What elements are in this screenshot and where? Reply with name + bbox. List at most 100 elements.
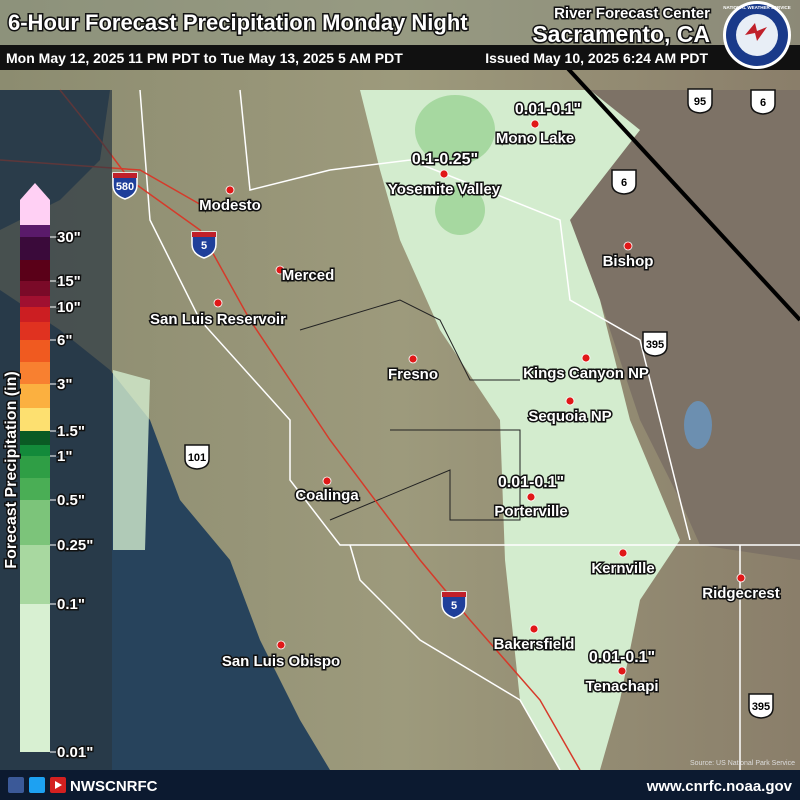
precip-label: 0.1-0.25" xyxy=(412,151,478,168)
center-line1: River Forecast Center xyxy=(554,5,710,22)
legend-title: Forecast Precipitation (in) xyxy=(3,371,20,568)
social-handle[interactable]: NWSCNRFC xyxy=(70,778,158,795)
precip-label: 0.01-0.1" xyxy=(498,474,564,491)
website[interactable]: www.cnrfc.noaa.gov xyxy=(646,778,793,795)
city-dot xyxy=(618,548,628,558)
city-dot xyxy=(276,640,286,650)
legend-swatch xyxy=(20,340,50,362)
county-lines xyxy=(299,299,521,521)
state-border xyxy=(558,58,800,322)
legend-swatch xyxy=(20,445,50,456)
interstate-shield xyxy=(441,591,467,619)
city-label: Yosemite Valley xyxy=(388,181,501,198)
highway-number: 580 xyxy=(116,181,134,193)
city-label: San Luis Reservoir xyxy=(150,311,286,328)
precip-area xyxy=(113,370,150,550)
legend-swatch xyxy=(20,431,50,445)
highway-number: 395 xyxy=(752,701,770,713)
legend-label: 0.1" xyxy=(57,596,85,613)
interstate-shield xyxy=(191,231,217,259)
legend-swatch xyxy=(20,604,50,752)
legend-swatch xyxy=(20,225,50,237)
center-line2: Sacramento, CA xyxy=(532,21,710,47)
issued: Issued May 10, 2025 6:24 AM PDT xyxy=(485,50,708,66)
city-label: Bishop xyxy=(603,253,654,270)
legend-label: 6" xyxy=(57,332,72,349)
us-shield xyxy=(642,331,668,357)
borders xyxy=(139,89,800,771)
legend-arrow xyxy=(20,183,50,225)
city-label: Modesto xyxy=(199,197,261,214)
legend-swatch xyxy=(20,307,50,322)
city-dot xyxy=(322,476,332,486)
city-label: Kings Canyon NP xyxy=(523,365,649,382)
legend-label: 3" xyxy=(57,376,72,393)
city-label: Fresno xyxy=(388,366,438,383)
legend-swatch xyxy=(20,296,50,307)
highway-number: 6 xyxy=(621,177,627,189)
highway-number: 95 xyxy=(694,96,706,108)
precip-label: 0.01-0.1" xyxy=(515,101,581,118)
legend-panel xyxy=(0,90,112,770)
legend-label: 0.25" xyxy=(57,537,93,554)
legend-swatch xyxy=(20,362,50,384)
legend-swatch xyxy=(20,478,50,500)
precip-area-moderate xyxy=(415,95,495,165)
legend-swatch xyxy=(20,260,50,281)
legend-swatch xyxy=(20,322,50,340)
city-dot xyxy=(408,354,418,364)
valid-period: Mon May 12, 2025 11 PM PDT to Tue May 13… xyxy=(6,50,403,66)
highway-number: 395 xyxy=(646,339,664,351)
legend-label: 0.01" xyxy=(57,744,93,761)
highway-number: 5 xyxy=(201,240,207,252)
precip-label: 0.01-0.1" xyxy=(589,649,655,666)
city-dot xyxy=(530,119,540,129)
city-label: Coalinga xyxy=(295,487,359,504)
twitter-icon[interactable] xyxy=(29,777,45,793)
legend-swatch xyxy=(20,384,50,408)
interstate-band xyxy=(192,232,216,237)
footer xyxy=(0,770,800,800)
city-dot xyxy=(565,396,575,406)
city-label: Ridgecrest xyxy=(702,585,780,602)
city-label: San Luis Obispo xyxy=(222,653,340,670)
city-label: Porterville xyxy=(494,503,567,520)
city-label: Merced xyxy=(282,267,335,284)
legend-label: 1.5" xyxy=(57,423,85,440)
city-label: Bakersfield xyxy=(494,636,575,653)
city-dot xyxy=(736,573,746,583)
legend-label: 30" xyxy=(57,229,81,246)
mountains xyxy=(560,90,800,560)
interstate-shield xyxy=(112,172,138,200)
highway-number: 5 xyxy=(451,600,457,612)
us-shield xyxy=(750,89,776,115)
city-label: Tenachapi xyxy=(585,678,658,695)
city-dot xyxy=(617,666,627,676)
city-label: Sequoia NP xyxy=(528,408,611,425)
legend-swatch xyxy=(20,237,50,260)
legend-bar: 30" 15" 10" 6" 3" 1.5" 1" 0.5" 0.25" 0.1" 0.01" xyxy=(20,183,95,763)
subheader-bar xyxy=(0,45,800,70)
city-dot xyxy=(529,624,539,634)
facebook-icon[interactable] xyxy=(8,777,24,793)
legend-label: 15" xyxy=(57,273,81,290)
logo-symbol xyxy=(745,23,767,41)
us-shield xyxy=(748,693,774,719)
city-dot xyxy=(213,298,223,308)
highway-number: 6 xyxy=(760,97,766,109)
city-label: Mono Lake xyxy=(496,130,574,147)
youtube-play xyxy=(55,781,62,789)
legend-swatch xyxy=(20,545,50,604)
logo-text: NATIONAL WEATHER SERVICE xyxy=(723,5,790,10)
legend-swatch xyxy=(20,408,50,431)
legend-swatch xyxy=(20,281,50,296)
city-dot xyxy=(275,265,285,275)
city-dot xyxy=(526,492,536,502)
header-bg xyxy=(0,0,800,45)
lake xyxy=(684,401,712,449)
legend-label: 10" xyxy=(57,299,81,316)
interstate-band xyxy=(442,592,466,597)
legend-swatch xyxy=(20,456,50,478)
